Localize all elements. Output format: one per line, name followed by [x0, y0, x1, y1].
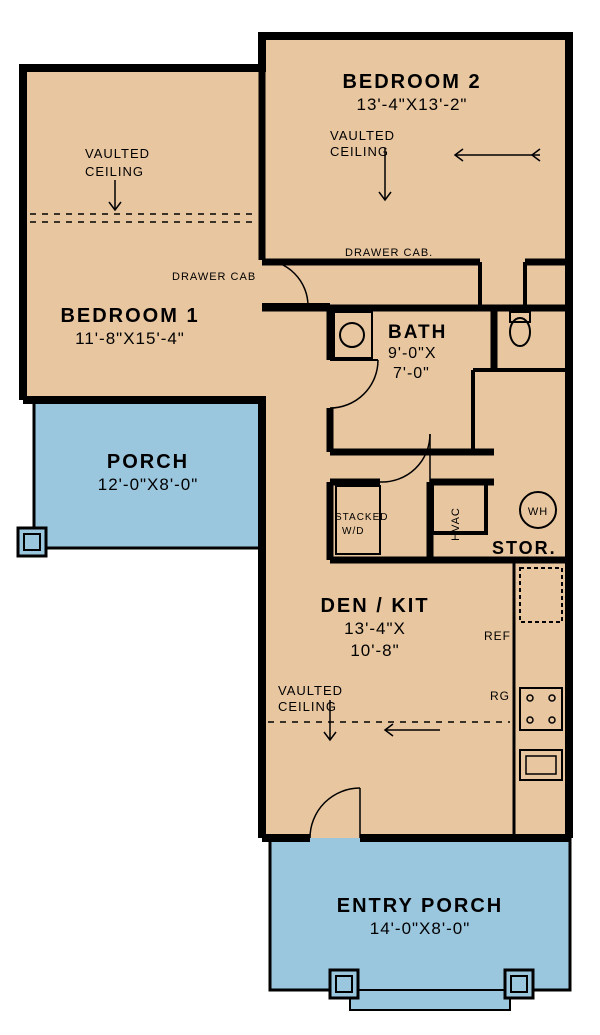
wh-label: WH [528, 506, 548, 518]
stacked-label: STACKED [335, 512, 389, 523]
bedroom1-dim: 11'-8"X15'-4" [75, 329, 185, 348]
stor-name: STOR. [492, 538, 557, 558]
wd-label: W/D [342, 526, 364, 537]
bedroom1-vaulted: VAULTED [85, 146, 150, 161]
porch-area [34, 400, 262, 548]
porch-dim: 12'-0"X8'-0" [98, 475, 199, 494]
bedroom1-name: BEDROOM 1 [60, 305, 199, 327]
entry-porch-name: ENTRY PORCH [337, 895, 503, 917]
denkit-name: DEN / KIT [320, 595, 429, 617]
bedroom2-vaulted: VAULTED [330, 128, 395, 143]
bath-name: BATH [388, 322, 447, 343]
porch-name: PORCH [107, 451, 189, 473]
drawer-cab-2: DRAWER CAB. [345, 247, 433, 259]
bedroom1-ceiling: CEILING [85, 164, 144, 179]
denkit-dim1: 13'-4"X [344, 619, 406, 638]
entry-step [350, 990, 510, 1010]
denkit-vaulted: VAULTED [278, 683, 343, 698]
bedroom2-dim: 13'-4"X13'-2" [357, 95, 468, 114]
drawer-cab-1: DRAWER CAB [172, 271, 256, 283]
rg-label: RG [490, 689, 510, 703]
bedroom2-ceiling: CEILING [330, 144, 389, 159]
entry-porch-dim: 14'-0"X8'-0" [370, 919, 471, 938]
bath-dim2: 7'-0" [393, 365, 430, 382]
denkit-dim2: 10'-8" [350, 641, 399, 660]
floor-plan: BEDROOM 2 13'-4"X13'-2" VAULTED CEILING … [0, 0, 600, 1035]
hvac-label: HVAC [450, 507, 462, 541]
bedroom2-name: BEDROOM 2 [342, 71, 481, 93]
ref-label: REF [484, 629, 511, 643]
bath-dim1: 9'-0"X [388, 345, 437, 362]
denkit-ceiling: CEILING [278, 699, 337, 714]
